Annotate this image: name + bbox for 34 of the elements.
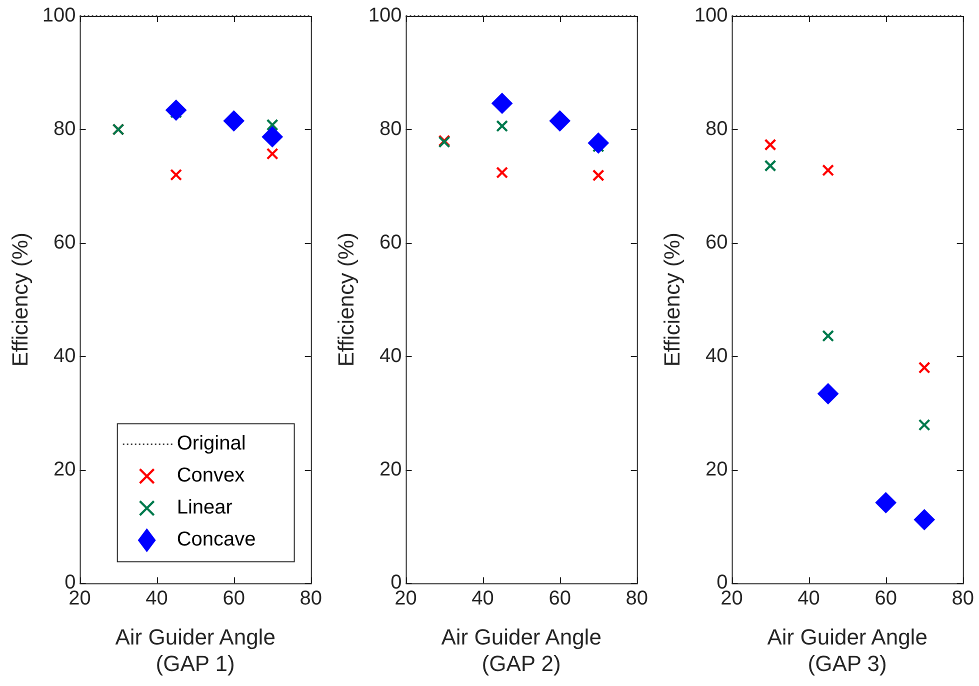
y-tick-label: 20 (706, 458, 728, 480)
y-tick-label: 20 (54, 458, 76, 480)
x-tick-label: 80 (952, 588, 974, 610)
x-tick-label: 40 (798, 588, 820, 610)
y-tick-label: 80 (54, 118, 76, 140)
legend-label: Original (176, 432, 246, 455)
y-tick-label: 60 (54, 231, 76, 254)
y-tick-label: 80 (380, 118, 402, 140)
x-axis-title: Air Guider Angle (GAP 1) (115, 624, 276, 676)
legend-label: Convex (176, 464, 245, 487)
x-tick-label: 40 (472, 588, 494, 610)
x-tick-label: 60 (548, 588, 571, 610)
y-tick-label: 100 (368, 4, 402, 27)
y-tick-label: 100 (42, 4, 76, 27)
y-tick-label: 60 (380, 231, 402, 254)
x-tick-label: 80 (300, 588, 322, 610)
x-tick-label: 60 (874, 588, 897, 610)
legend-label: Linear (176, 496, 233, 519)
x-tick-label: 80 (626, 588, 648, 610)
y-axis-title: Efficiency (%) (659, 232, 684, 367)
y-tick-label: 80 (706, 118, 728, 140)
y-tick-label: 40 (54, 344, 76, 367)
y-axis-title: Efficiency (%) (7, 232, 32, 367)
y-tick-label: 20 (380, 458, 402, 480)
y-tick-label: 40 (706, 344, 728, 367)
y-axis-title: Efficiency (%) (333, 232, 358, 367)
x-axis-title: Air Guider Angle (GAP 2) (441, 624, 602, 676)
legend-label: Concave (176, 528, 256, 551)
y-tick-label: 100 (694, 4, 728, 27)
x-axis-title: Air Guider Angle (GAP 3) (767, 624, 928, 676)
x-tick-label: 40 (146, 588, 168, 610)
y-tick-label: 60 (706, 231, 728, 254)
x-tick-label: 60 (222, 588, 245, 610)
y-tick-label: 40 (380, 344, 402, 367)
